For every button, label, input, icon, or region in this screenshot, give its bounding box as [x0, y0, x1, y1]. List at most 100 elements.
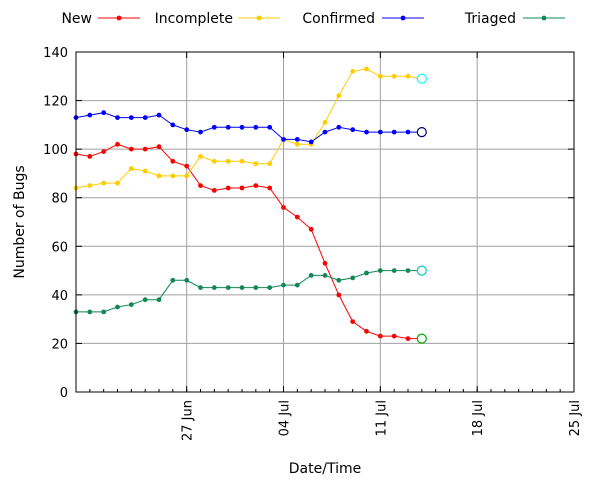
- grid: [76, 52, 574, 392]
- data-point: [128, 302, 134, 307]
- data-point: [170, 277, 176, 283]
- data-point: [115, 115, 120, 120]
- legend-label: Triaged: [464, 11, 516, 27]
- x-tick-label: 18 Jul: [471, 400, 486, 436]
- data-point: [294, 137, 300, 142]
- data-point: [377, 73, 383, 79]
- data-point: [336, 93, 342, 99]
- data-point: [198, 154, 203, 159]
- x-tick-label: 25 Jul: [568, 400, 583, 436]
- data-point: [391, 129, 397, 135]
- data-point: [115, 304, 120, 310]
- data-point: [128, 146, 134, 152]
- series-line: [76, 270, 422, 313]
- data-point: [239, 285, 245, 290]
- data-point: [253, 285, 259, 290]
- data-point: [322, 120, 328, 125]
- x-tick-label: 11 Jul: [374, 400, 389, 436]
- data-point: [405, 268, 411, 273]
- data-point: [101, 309, 107, 315]
- latest-value-marker: [416, 265, 427, 276]
- data-point: [281, 137, 286, 142]
- ticks: 0 20 40 60 80 100 120 140 27 Jun 04 Jul 11 Jul 18 J…: [43, 46, 583, 441]
- data-point: [211, 285, 217, 290]
- x-tick-label: 27 Jun: [181, 400, 196, 441]
- data-point: [336, 124, 342, 130]
- y-tick-label: 0: [60, 386, 68, 401]
- data-point: [184, 163, 190, 169]
- data-point: [184, 277, 190, 283]
- data-point: [156, 144, 162, 150]
- x-tick-label: 04 Jul: [278, 400, 293, 436]
- data-point: [253, 124, 259, 130]
- y-tick-label: 140: [43, 46, 68, 61]
- data-point: [156, 297, 162, 303]
- legend-swatch-point: [541, 15, 547, 21]
- y-axis-title: Number of Bugs: [12, 165, 28, 278]
- legend-swatch-point: [116, 15, 122, 21]
- data-point: [225, 185, 231, 191]
- data-point: [377, 268, 383, 273]
- series-line: [75, 143, 422, 340]
- data-point: [322, 260, 328, 266]
- data-point: [87, 112, 93, 118]
- data-point: [198, 285, 203, 290]
- data-point: [350, 69, 356, 74]
- data-point: [391, 333, 397, 339]
- data-point: [101, 110, 107, 116]
- data-point: [142, 168, 148, 174]
- legend-entry-confirmed: Confirmed: [302, 11, 424, 27]
- data-point: [391, 73, 397, 79]
- data-point: [405, 336, 411, 341]
- data-point: [156, 173, 162, 179]
- data-point: [294, 214, 300, 220]
- data-point: [336, 277, 342, 283]
- data-point: [211, 124, 217, 130]
- legend-label: New: [61, 11, 92, 27]
- legend-entry-incomplete: Incomplete: [155, 11, 280, 27]
- data-point: [142, 297, 148, 303]
- latest-value-marker: [416, 127, 427, 138]
- data-point: [87, 183, 93, 189]
- data-point: [184, 127, 190, 133]
- series-triaged: [73, 265, 427, 315]
- series-confirmed: [73, 110, 427, 145]
- y-tick-label: 40: [51, 289, 68, 304]
- data-point: [225, 285, 231, 290]
- series-layer: [73, 66, 427, 344]
- data-point: [170, 173, 176, 179]
- data-point: [101, 180, 107, 186]
- legend: New Incomplete Confirmed Triaged: [61, 11, 565, 27]
- data-point: [308, 273, 314, 278]
- data-point: [350, 127, 356, 133]
- legend-entry-triaged: Triaged: [464, 11, 565, 27]
- y-tick-label: 100: [43, 143, 68, 158]
- data-point: [239, 124, 245, 130]
- data-point: [308, 226, 314, 232]
- data-point: [308, 139, 314, 145]
- data-point: [128, 166, 134, 172]
- y-tick-label: 80: [51, 192, 68, 207]
- legend-entry-new: New: [61, 11, 140, 27]
- data-point: [267, 185, 273, 191]
- data-point: [211, 158, 217, 164]
- data-point: [239, 158, 245, 164]
- y-tick-label: 120: [43, 95, 68, 110]
- series-line: [75, 68, 422, 189]
- data-point: [267, 124, 273, 130]
- data-point: [87, 309, 93, 315]
- data-point: [156, 112, 162, 118]
- data-point: [142, 146, 148, 152]
- x-axis-title: Date/Time: [289, 461, 361, 477]
- data-point: [170, 158, 176, 164]
- data-point: [294, 282, 300, 288]
- data-point: [184, 173, 190, 179]
- latest-value-marker: [416, 73, 427, 84]
- data-point: [322, 129, 328, 135]
- data-point: [364, 66, 369, 72]
- data-point: [405, 129, 411, 135]
- data-point: [253, 161, 259, 167]
- data-point: [364, 270, 369, 276]
- data-point: [350, 319, 356, 324]
